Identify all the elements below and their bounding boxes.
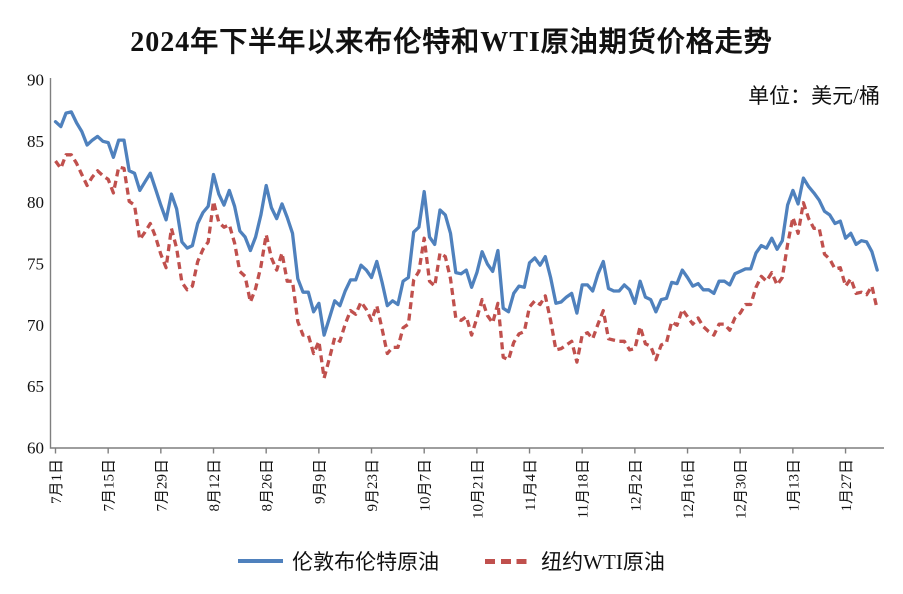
x-tick-label: 7月15日: [102, 459, 118, 512]
x-tick-label: 9月23日: [365, 459, 381, 512]
x-tick-label: 11月18日: [576, 459, 592, 518]
legend-item-brent: 伦敦布伦特原油: [238, 546, 439, 576]
legend-item-wti: 纽约WTI原油: [485, 546, 665, 576]
x-tick-label: 8月12日: [207, 459, 223, 512]
y-tick-label: 80: [27, 193, 44, 212]
brent-price-line: [53, 110, 879, 337]
x-tick-label: 8月26日: [260, 459, 276, 512]
x-tick-label: 10月21日: [470, 459, 486, 519]
y-tick-label: 65: [27, 377, 44, 396]
x-tick-label: 11月4日: [523, 459, 539, 511]
chart-legend: 伦敦布伦特原油 纽约WTI原油: [0, 546, 903, 576]
chart-title: 2024年下半年以来布伦特和WTI原油期货价格走势: [130, 27, 773, 58]
unit-label: 单位：美元/桶: [748, 84, 880, 108]
y-tick-label: 60: [27, 439, 44, 458]
legend-label-wti: 纽约WTI原油: [541, 550, 665, 574]
axis-lines: [49, 78, 884, 449]
y-tick-label: 90: [27, 71, 44, 90]
wti-line-sample: [485, 558, 533, 564]
y-tick-label: 75: [27, 255, 44, 274]
x-tick-label: 10月7日: [418, 459, 434, 512]
wti-price-line: [54, 153, 879, 380]
legend-label-brent: 伦敦布伦特原油: [292, 550, 440, 574]
y-tick-label: 85: [27, 132, 44, 151]
x-tick-label: 12月2日: [628, 459, 644, 512]
x-tick-label: 7月1日: [49, 459, 65, 504]
y-tick-label: 70: [27, 316, 44, 335]
x-tick-label: 7月29日: [154, 459, 170, 512]
x-tick-label: 12月16日: [681, 459, 697, 519]
x-tick-label: 1月27日: [839, 459, 855, 512]
x-tick-label: 1月13日: [786, 459, 802, 512]
x-tick-label: 9月9日: [312, 459, 328, 504]
x-tick-label: 12月30日: [734, 459, 750, 519]
brent-line-sample: [238, 559, 284, 563]
